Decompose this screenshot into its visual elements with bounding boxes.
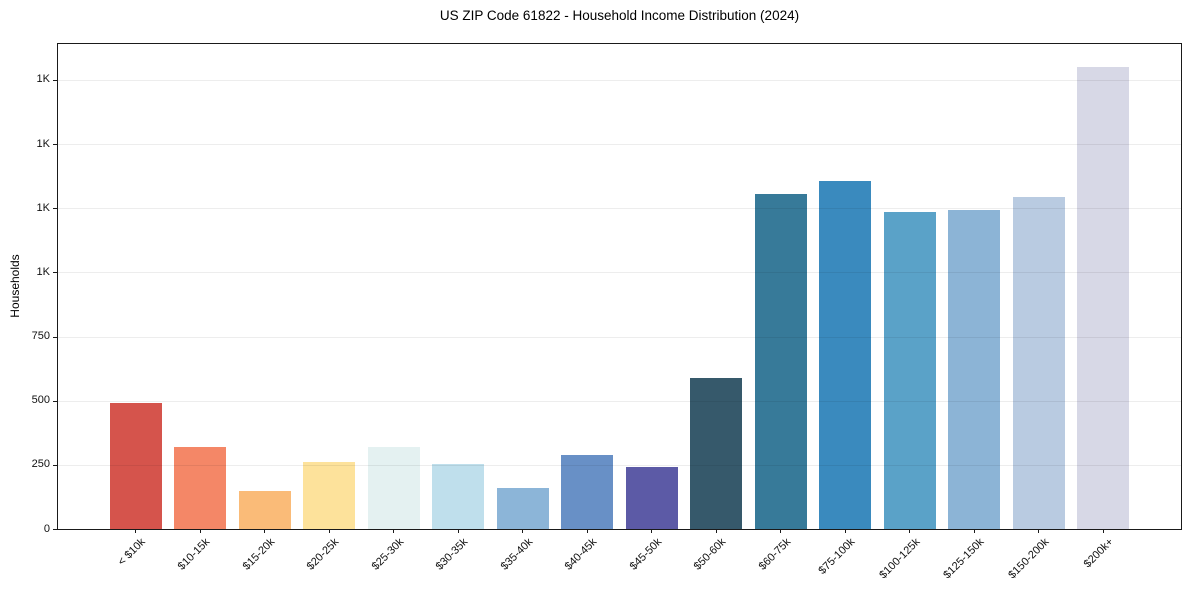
- bar: [238, 490, 291, 529]
- x-tick-label: $10-15k: [175, 536, 213, 573]
- x-tick-label: < $10k: [115, 536, 148, 569]
- x-tick-label: $40-45k: [562, 536, 600, 573]
- y-tick: [53, 529, 58, 530]
- y-tick: [53, 337, 58, 338]
- bar: [367, 446, 420, 529]
- x-tick-label: $15-20k: [240, 536, 277, 573]
- x-tick: [715, 529, 717, 533]
- bar: [625, 467, 678, 529]
- x-tick: [328, 529, 330, 533]
- bar: [690, 377, 742, 529]
- x-tick-label: $45-50k: [627, 536, 664, 573]
- bar: [1012, 196, 1065, 529]
- y-tick-label: 1K: [36, 138, 50, 150]
- x-tick-label: $100-125k: [876, 536, 922, 582]
- y-tick: [53, 144, 58, 145]
- x-tick: [973, 529, 975, 533]
- x-tick: [651, 529, 652, 533]
- y-tick-label: 1K: [36, 202, 50, 214]
- bar: [432, 463, 484, 529]
- y-tick: [53, 401, 58, 402]
- bar: [819, 181, 871, 529]
- x-tick-label: $150-200k: [1005, 536, 1051, 582]
- x-tick-label: $125-150k: [941, 536, 987, 582]
- bar: [948, 209, 1000, 529]
- x-tick-label: $25-30k: [369, 536, 406, 573]
- gridline: [58, 144, 1181, 145]
- bar: [496, 487, 549, 529]
- x-tick: [457, 529, 459, 533]
- y-tick: [53, 465, 58, 466]
- gridline: [58, 208, 1181, 209]
- bar: [1077, 67, 1129, 529]
- x-tick: [1038, 529, 1039, 533]
- y-tick: [53, 208, 58, 209]
- bar: [109, 403, 162, 529]
- x-tick: [393, 529, 394, 533]
- chart-title: US ZIP Code 61822 - Household Income Dis…: [439, 8, 800, 23]
- bar: [883, 212, 936, 529]
- x-tick: [586, 529, 588, 533]
- x-tick-label: $60-75k: [756, 536, 793, 573]
- y-tick-label: 1K: [36, 73, 50, 85]
- x-tick-label: $200k+: [1081, 536, 1116, 571]
- gridline: [58, 337, 1181, 338]
- x-tick: [264, 529, 265, 533]
- x-tick: [135, 529, 136, 533]
- y-tick: [53, 80, 58, 81]
- x-tick: [199, 529, 201, 533]
- x-tick-label: $75-100k: [816, 536, 858, 577]
- gridline: [58, 465, 1181, 466]
- y-tick-label: 250: [31, 458, 50, 470]
- x-tick-label: $30-35k: [433, 536, 471, 573]
- x-tick: [522, 529, 523, 533]
- x-tick: [1102, 529, 1104, 533]
- y-tick: [53, 272, 58, 273]
- x-tick: [909, 529, 910, 533]
- y-tick-label: 1K: [36, 266, 50, 278]
- x-tick-label: $20-25k: [304, 536, 342, 573]
- bar: [561, 454, 613, 529]
- y-axis-label: Households: [8, 254, 22, 318]
- x-tick-label: $35-40k: [498, 536, 535, 573]
- gridline: [58, 272, 1181, 273]
- bar: [754, 194, 807, 529]
- x-tick-label: $50-60k: [691, 536, 729, 573]
- gridline: [58, 401, 1181, 402]
- gridline: [58, 80, 1181, 81]
- plot-area: [57, 43, 1182, 530]
- bar: [174, 446, 226, 529]
- x-tick: [844, 529, 846, 533]
- y-tick-label: 0: [43, 523, 50, 535]
- y-tick-label: 750: [31, 330, 50, 342]
- x-tick: [780, 529, 781, 533]
- bar: [303, 462, 355, 529]
- y-tick-label: 500: [31, 394, 50, 406]
